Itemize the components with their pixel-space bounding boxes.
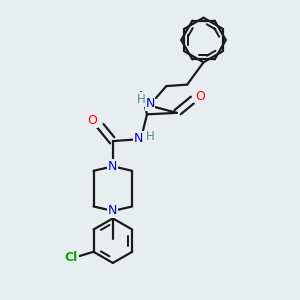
- Text: N: N: [145, 98, 155, 110]
- Text: N: N: [108, 160, 118, 173]
- Text: H: H: [137, 93, 146, 106]
- Text: N: N: [134, 132, 143, 145]
- Text: O: O: [196, 90, 206, 103]
- Text: Cl: Cl: [64, 251, 78, 264]
- Text: H: H: [146, 130, 154, 143]
- Text: N: N: [108, 204, 118, 218]
- Text: O: O: [87, 114, 97, 127]
